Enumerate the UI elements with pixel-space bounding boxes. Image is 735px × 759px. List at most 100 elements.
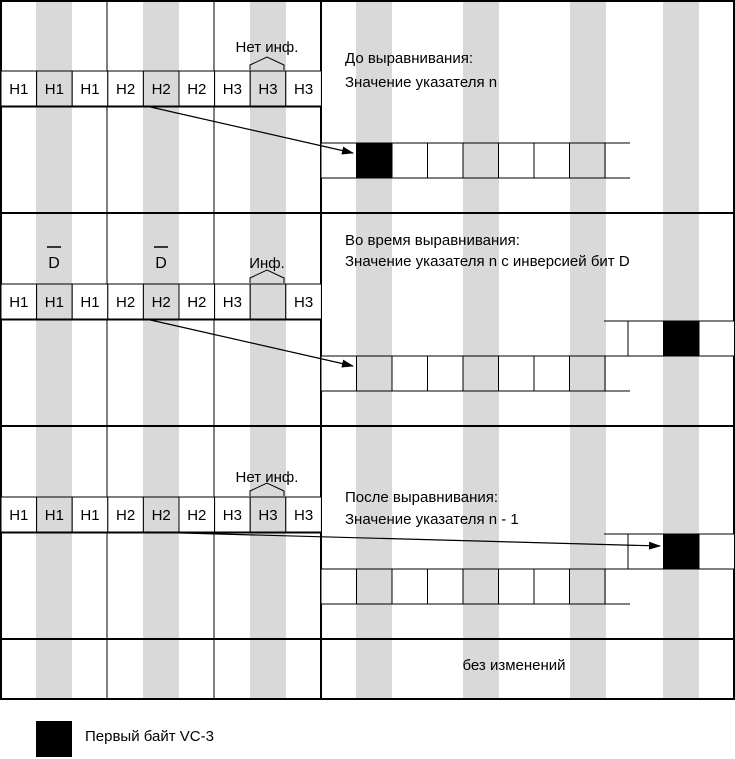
payload-byte xyxy=(320,142,357,179)
note-no-info-1: Нет инф. xyxy=(236,39,299,56)
payload-row xyxy=(320,568,630,605)
pointer-arrows xyxy=(145,105,661,550)
header-cell-label: H3 xyxy=(258,81,277,98)
payload-byte xyxy=(569,568,606,605)
payload-byte xyxy=(498,568,535,605)
header-cell-label: H3 xyxy=(258,507,277,524)
header-cell: H2 xyxy=(178,70,216,107)
pointer-arrow-1 xyxy=(145,105,354,155)
d-bar-label-2: D xyxy=(155,255,167,272)
payload-byte xyxy=(627,320,664,357)
stripe xyxy=(143,2,179,698)
header-cell-label: H3 xyxy=(223,81,242,98)
note-info: Инф. xyxy=(249,255,285,272)
header-cell: H3 xyxy=(285,70,322,107)
header-cell-label: H3 xyxy=(223,507,242,524)
header-cell: H1 xyxy=(0,283,38,320)
vc3-first-byte xyxy=(663,533,700,570)
payload-byte xyxy=(391,355,428,392)
vc3-first-byte xyxy=(356,142,393,179)
header-cell-label: H1 xyxy=(9,294,28,311)
d-bar-labels: D D xyxy=(47,246,168,272)
header-cell-label: H2 xyxy=(187,294,206,311)
payload-byte xyxy=(320,568,357,605)
header-cell: H1 xyxy=(0,496,38,533)
header-cell: H2 xyxy=(178,283,216,320)
header-cell: H3 xyxy=(214,70,251,107)
pointer-arrow-3 xyxy=(145,531,661,550)
header-cell: H2 xyxy=(107,496,144,533)
header-cell-label: H1 xyxy=(9,507,28,524)
payload-byte xyxy=(320,355,357,392)
panel-1-subtitle: Значение указателя n xyxy=(345,74,497,91)
stripe xyxy=(36,2,72,698)
note-braces xyxy=(249,56,285,496)
header-byte-rows: H1 H1 H1 H2 H2 H2 H3 H3 H3 H1 H1 H1 H2 H2 H2 H3 H3 H1 H1 H1… xyxy=(0,70,322,533)
d-bar-label-1: D xyxy=(48,255,60,272)
header-cell-label: H2 xyxy=(116,507,135,524)
note-no-info-3: Нет инф. xyxy=(236,469,299,486)
payload-row-short xyxy=(604,533,735,570)
header-cell: H3 xyxy=(249,70,287,107)
payload-byte xyxy=(427,355,464,392)
header-cell-label: H1 xyxy=(80,294,99,311)
header-cell-label: H2 xyxy=(116,294,135,311)
payload-byte xyxy=(427,568,464,605)
pointer-arrow-2 xyxy=(145,318,354,368)
header-cell-label: H2 xyxy=(152,81,171,98)
header-cell xyxy=(249,283,287,320)
header-cell-label: H2 xyxy=(187,507,206,524)
header-cell: H3 xyxy=(214,283,251,320)
payload-row xyxy=(320,355,630,392)
header-cell-label: H1 xyxy=(9,81,28,98)
header-cell: H1 xyxy=(0,70,38,107)
header-cell: H1 xyxy=(36,496,73,533)
vc3-first-byte xyxy=(663,320,700,357)
payload-byte xyxy=(569,142,606,179)
header-cell-label: H1 xyxy=(80,507,99,524)
header-cell-label: H2 xyxy=(116,81,135,98)
payload-byte xyxy=(391,568,428,605)
panel-3-subtitle: Значение указателя n - 1 xyxy=(345,511,519,528)
header-cell: H3 xyxy=(214,496,251,533)
panel-3-title: После выравнивания: xyxy=(345,489,498,506)
legend-label: Первый байт VC-3 xyxy=(85,728,214,745)
header-cell: H3 xyxy=(285,496,322,533)
header-cell-label: H3 xyxy=(223,294,242,311)
header-cell: H3 xyxy=(249,496,287,533)
payload-byte xyxy=(498,355,535,392)
payload-byte xyxy=(533,355,570,392)
panel-4-text: без изменений xyxy=(462,657,565,674)
payload-byte-rows xyxy=(320,142,735,605)
header-cell: H1 xyxy=(71,283,109,320)
header-cell-label: H1 xyxy=(45,507,64,524)
header-cell-label: H1 xyxy=(45,81,64,98)
payload-byte xyxy=(533,142,570,179)
payload-byte xyxy=(356,355,393,392)
panel-2-subtitle: Значение указателя n с инверсией бит D xyxy=(345,253,630,270)
header-cell-label: H2 xyxy=(152,294,171,311)
payload-byte xyxy=(698,320,735,357)
header-cell-label: H1 xyxy=(45,294,64,311)
header-cell: H1 xyxy=(36,70,73,107)
payload-byte xyxy=(533,568,570,605)
header-cell: H1 xyxy=(36,283,73,320)
header-cell-label: H3 xyxy=(294,294,313,311)
header-cell-label: H3 xyxy=(294,507,313,524)
header-cell-label: H2 xyxy=(152,507,171,524)
header-cell: H2 xyxy=(107,283,144,320)
payload-row xyxy=(320,142,630,179)
header-cell: H2 xyxy=(178,496,216,533)
header-cell: H1 xyxy=(71,496,109,533)
payload-byte xyxy=(427,142,464,179)
payload-byte xyxy=(356,568,393,605)
panel-1-title: До выравнивания: xyxy=(345,50,473,67)
header-cell: H2 xyxy=(142,496,180,533)
header-cell: H3 xyxy=(285,283,322,320)
header-cell: H1 xyxy=(71,70,109,107)
payload-byte xyxy=(391,142,428,179)
payload-byte xyxy=(462,142,499,179)
header-cell: H2 xyxy=(142,283,180,320)
payload-byte xyxy=(569,355,606,392)
panel-2-title: Во время выравнивания: xyxy=(345,232,520,249)
